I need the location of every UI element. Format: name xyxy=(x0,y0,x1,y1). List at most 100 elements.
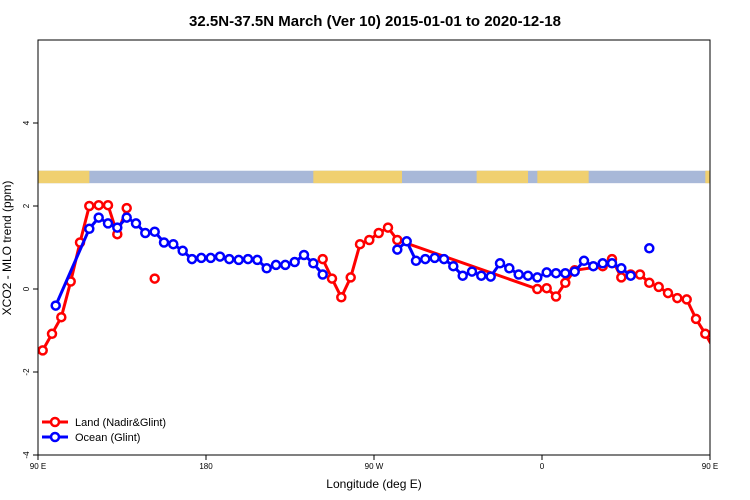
ocean-point xyxy=(476,270,487,281)
land-point xyxy=(56,311,67,323)
ocean-point xyxy=(158,237,170,248)
ocean-point xyxy=(270,259,282,271)
land-point xyxy=(326,273,338,284)
ocean-point xyxy=(597,258,608,269)
ocean-point xyxy=(550,267,562,279)
ocean-point xyxy=(541,267,552,278)
y-tick-label: -4 xyxy=(22,451,31,459)
ocean-point xyxy=(625,270,636,281)
ocean-point xyxy=(606,258,618,269)
land-point xyxy=(84,200,95,212)
land-point xyxy=(739,313,747,321)
ocean-point xyxy=(102,218,114,229)
axes: 90 E 180 90 W 0 90 E -4 -2 0 2 4 xyxy=(22,120,718,471)
land-point xyxy=(317,253,328,265)
chart-title: 32.5N-37.5N March (Ver 10) 2015-01-01 to… xyxy=(189,13,561,30)
land-band xyxy=(38,170,90,184)
ocean-point xyxy=(50,300,61,311)
y-tick-label: 4 xyxy=(22,120,31,125)
ocean-point xyxy=(317,269,328,280)
x-tick-label: 90 E xyxy=(30,462,46,471)
legend-swatch-marker xyxy=(49,416,61,428)
land-band xyxy=(537,170,589,184)
ocean-point xyxy=(410,255,422,267)
land-point xyxy=(392,234,403,246)
land-point xyxy=(672,292,683,304)
ocean-point xyxy=(466,266,478,277)
ocean-point xyxy=(485,271,496,282)
ocean-point xyxy=(504,263,515,274)
land-point xyxy=(560,277,571,289)
land-ocean-strip xyxy=(38,170,710,184)
ocean-point xyxy=(289,256,300,268)
land-point xyxy=(700,328,710,340)
ocean-point xyxy=(168,238,179,250)
x-tick-label: 0 xyxy=(540,462,545,471)
plot-frame xyxy=(37,39,711,456)
ocean-point xyxy=(494,258,506,269)
land-point xyxy=(634,269,646,280)
land-point xyxy=(690,313,702,325)
y-tick-label: 0 xyxy=(22,286,31,291)
ocean-point xyxy=(448,260,459,272)
ocean-point xyxy=(186,253,198,265)
land-point xyxy=(149,273,160,284)
ocean-point xyxy=(401,236,412,247)
ocean-point xyxy=(644,243,655,254)
land-point xyxy=(354,238,366,250)
land-band xyxy=(705,170,710,184)
ocean-point xyxy=(130,218,142,229)
ocean-point xyxy=(84,223,95,235)
ocean-point xyxy=(308,258,319,269)
x-axis-label: Longitude (deg E) xyxy=(326,477,421,491)
legend-label: Ocean (Glint) xyxy=(75,432,140,444)
land-point xyxy=(550,291,562,302)
x-tick-label: 180 xyxy=(199,462,213,471)
land-point xyxy=(532,283,543,295)
land-point xyxy=(46,328,58,340)
land-point xyxy=(616,272,627,283)
ocean-point xyxy=(149,226,160,237)
land-point xyxy=(541,282,552,294)
ocean-point xyxy=(522,270,534,281)
ocean-point xyxy=(420,253,431,265)
ocean-point xyxy=(616,263,627,274)
plot-series xyxy=(38,199,750,356)
ocean-point xyxy=(513,269,524,280)
land-band xyxy=(476,170,528,184)
x-tick-label: 90 W xyxy=(365,462,384,471)
land-point xyxy=(720,346,728,354)
land-point xyxy=(121,202,132,214)
y-tick-label: 2 xyxy=(22,203,31,208)
ocean-point xyxy=(438,253,450,265)
ocean-point xyxy=(233,254,244,266)
land-point xyxy=(93,199,104,211)
x-tick-label: 90 E xyxy=(702,462,718,471)
ocean-point xyxy=(252,254,263,266)
ocean-point xyxy=(214,251,226,262)
ocean-series-line xyxy=(728,218,750,305)
y-axis-label: XCO2 - MLO trend (ppm) xyxy=(0,181,14,316)
y-tick-label: -2 xyxy=(22,368,31,376)
ocean-point xyxy=(205,252,216,264)
ocean-point xyxy=(588,260,599,272)
ocean-point xyxy=(112,222,123,233)
ocean-point xyxy=(177,245,188,257)
land-point xyxy=(681,294,692,305)
land-series-line xyxy=(41,203,129,352)
land-point xyxy=(382,222,394,233)
ocean-point xyxy=(392,244,403,255)
legend: Land (Nadir&Glint) Ocean (Glint) xyxy=(42,416,166,444)
ocean-point xyxy=(140,227,151,239)
ocean-point xyxy=(429,252,440,264)
land-band xyxy=(313,170,402,184)
land-point xyxy=(38,345,48,356)
ocean-point xyxy=(569,266,580,277)
ocean-point xyxy=(93,212,104,223)
land-point xyxy=(653,281,664,293)
legend-item: Ocean (Glint) xyxy=(42,431,140,444)
land-point xyxy=(345,272,356,283)
legend-label: Land (Nadir&Glint) xyxy=(75,417,166,429)
land-point xyxy=(644,277,655,289)
